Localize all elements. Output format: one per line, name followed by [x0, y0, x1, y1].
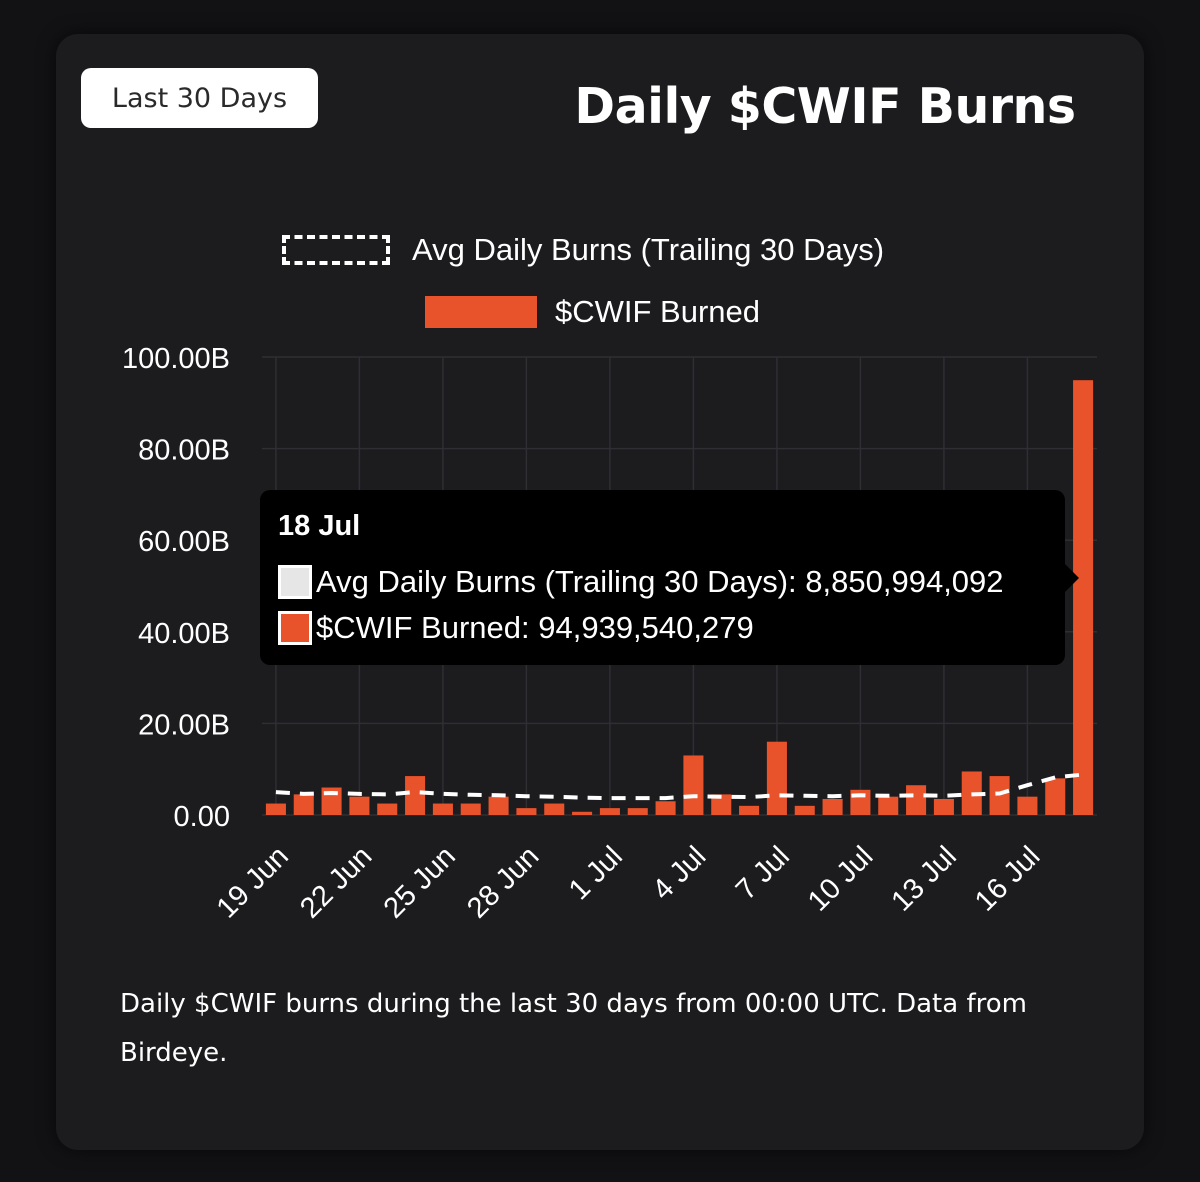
bar-16-jul — [1017, 796, 1038, 815]
tooltip-row-avg: Avg Daily Burns (Trailing 30 Days): 8,85… — [278, 563, 1065, 601]
y-axis-ticks: 0.00 20.00B 40.00B 60.00B 80.00B 100.00B — [122, 343, 230, 833]
bar-15-jul — [989, 776, 1010, 815]
bar-18-jul — [1073, 380, 1094, 815]
x-tick-label: 1 Jul — [563, 840, 629, 906]
legend-item-burned[interactable]: $CWIF Burned — [425, 294, 760, 330]
x-tick-label: 16 Jul — [969, 840, 1046, 917]
legend-item-avg[interactable]: Avg Daily Burns (Trailing 30 Days) — [282, 232, 884, 268]
bar-29-jun — [544, 803, 565, 815]
chart-tooltip: 18 Jul Avg Daily Burns (Trailing 30 Days… — [260, 490, 1079, 665]
chart-title: Daily $CWIF Burns — [574, 78, 1076, 135]
y-tick-label: 0.00 — [174, 801, 230, 833]
legend-avg-label: Avg Daily Burns (Trailing 30 Days) — [412, 232, 885, 267]
y-tick-label: 80.00B — [138, 435, 230, 467]
x-tick-label: 13 Jul — [886, 840, 963, 917]
tooltip-avg-swatch — [278, 565, 312, 599]
chart-caption: Daily $CWIF burns during the last 30 day… — [120, 989, 1027, 1068]
tooltip-date: 18 Jul — [278, 510, 361, 542]
bar-9-jul — [822, 798, 843, 815]
x-tick-label: 25 Jun — [378, 840, 462, 924]
tooltip-burned-swatch — [278, 611, 312, 645]
tooltip-row-burned: $CWIF Burned: 94,939,540,279 — [278, 609, 1065, 647]
bar-5-jul — [711, 794, 732, 815]
y-tick-label: 100.00B — [122, 343, 230, 375]
range-select-button[interactable]: Last 30 Days — [81, 68, 318, 128]
bar-23-jun — [377, 803, 398, 815]
avg-line-series — [275, 772, 1084, 801]
bar-11-jul — [878, 796, 899, 815]
x-tick-label: 7 Jul — [730, 840, 796, 906]
bar-8-jul — [794, 805, 815, 815]
y-tick-label: 60.00B — [138, 526, 230, 558]
bar-19-jun — [265, 803, 286, 815]
x-tick-label: 22 Jun — [294, 840, 378, 924]
bar-17-jul — [1045, 778, 1066, 815]
bar-24-jun — [405, 776, 426, 815]
y-tick-label: 40.00B — [138, 618, 230, 650]
bar-6-jul — [739, 805, 760, 815]
avg-daily-burns-line — [275, 772, 1084, 801]
x-tick-label: 4 Jul — [646, 840, 712, 906]
legend-dashed-line-swatch — [282, 235, 390, 265]
tooltip-burned-text: $CWIF Burned: 94,939,540,279 — [316, 610, 754, 645]
bar-20-jun — [293, 794, 314, 815]
bar-12-jul — [906, 785, 927, 815]
legend-burned-label: $CWIF Burned — [555, 294, 761, 329]
tooltip-avg-text: Avg Daily Burns (Trailing 30 Days): 8,85… — [316, 564, 1004, 599]
bar-2-jul — [627, 808, 648, 815]
bar-28-jun — [516, 808, 537, 815]
bar-1-jul — [599, 808, 620, 815]
bar-25-jun — [432, 803, 453, 815]
x-tick-label: 28 Jun — [461, 840, 545, 924]
bar-26-jun — [460, 803, 481, 815]
bar-13-jul — [933, 798, 954, 815]
bar-3-jul — [655, 801, 676, 815]
x-tick-label: 10 Jul — [802, 840, 879, 917]
y-tick-label: 20.00B — [138, 709, 230, 741]
bar-4-jul — [683, 755, 704, 815]
x-tick-label: 19 Jun — [211, 840, 295, 924]
bar-30-jun — [572, 811, 593, 815]
legend-bar-swatch — [425, 296, 537, 328]
bar-7-jul — [766, 741, 787, 815]
bar-27-jun — [488, 796, 509, 815]
x-axis-ticks: 19 Jun 22 Jun 25 Jun 28 Jun 1 Jul 4 Jul 7 Jul 1… — [211, 840, 1047, 924]
bar-22-jun — [349, 796, 370, 815]
